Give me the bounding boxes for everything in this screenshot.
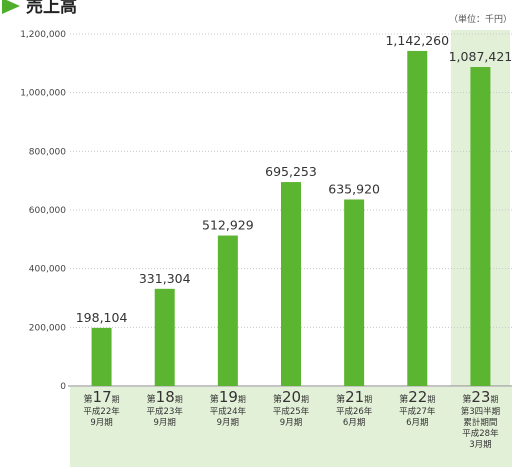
bar	[344, 199, 365, 386]
chart-title: 売上高	[26, 0, 77, 17]
category-detail-label: 9月期	[217, 418, 239, 428]
value-label: 1,142,260	[385, 33, 449, 48]
category-period-label: 第17期	[84, 388, 120, 406]
y-tick-label: 600,000	[29, 206, 66, 216]
title-layer: 売上高 （単位：千円）	[2, 0, 512, 25]
y-tick-label: 1,200,000	[20, 30, 66, 40]
category-period-label: 第19期	[210, 388, 246, 406]
bar-layer	[91, 50, 491, 387]
category-detail-label: 平成25年	[273, 406, 310, 417]
category-detail-label: 平成23年	[147, 406, 184, 417]
y-tick-label: 400,000	[29, 265, 66, 275]
category-detail-label: 平成28年	[462, 428, 499, 439]
bar	[217, 235, 238, 386]
category-period-label: 第23期	[462, 388, 498, 406]
category-detail-label: 3月期	[469, 440, 491, 450]
value-label: 331,304	[139, 271, 191, 286]
category-detail-label: 平成27年	[399, 406, 436, 417]
value-label: 198,104	[76, 310, 128, 325]
bar	[154, 288, 175, 386]
unit-note: （単位：千円）	[449, 13, 512, 25]
title-marker-icon	[2, 0, 20, 14]
y-tick-label: 800,000	[29, 147, 66, 157]
category-detail-label: 6月期	[406, 418, 428, 428]
category-period-label: 第18期	[147, 388, 183, 406]
bar	[281, 182, 301, 386]
category-detail-label: 9月期	[154, 418, 176, 428]
category-period-label: 第21期	[336, 388, 372, 406]
category-detail-label: 9月期	[280, 418, 302, 428]
category-detail-label: 平成24年	[210, 406, 247, 417]
category-detail-label: 累計期間	[463, 417, 497, 428]
category-detail-label: 第3四半期	[461, 406, 500, 417]
value-label: 1,087,421	[449, 49, 513, 64]
bar	[91, 327, 112, 386]
category-period-label: 第22期	[399, 388, 435, 406]
bar	[407, 50, 428, 386]
value-label: 635,920	[328, 181, 380, 196]
category-detail-label: 6月期	[343, 418, 365, 428]
category-band	[70, 387, 512, 468]
value-label: 512,929	[202, 218, 254, 233]
y-tick-label: 200,000	[29, 323, 66, 333]
value-label: 695,253	[265, 164, 317, 179]
y-tick-label: 1,000,000	[20, 89, 66, 99]
y-tick-label: 0	[60, 382, 66, 392]
category-detail-label: 9月期	[90, 418, 112, 428]
category-detail-label: 平成22年	[83, 406, 120, 417]
category-detail-label: 平成26年	[336, 406, 373, 417]
label-layer: 198,104第17期平成22年9月期331,304第18期平成23年9月期51…	[76, 33, 513, 450]
category-period-label: 第20期	[273, 388, 309, 406]
bar	[470, 67, 491, 387]
